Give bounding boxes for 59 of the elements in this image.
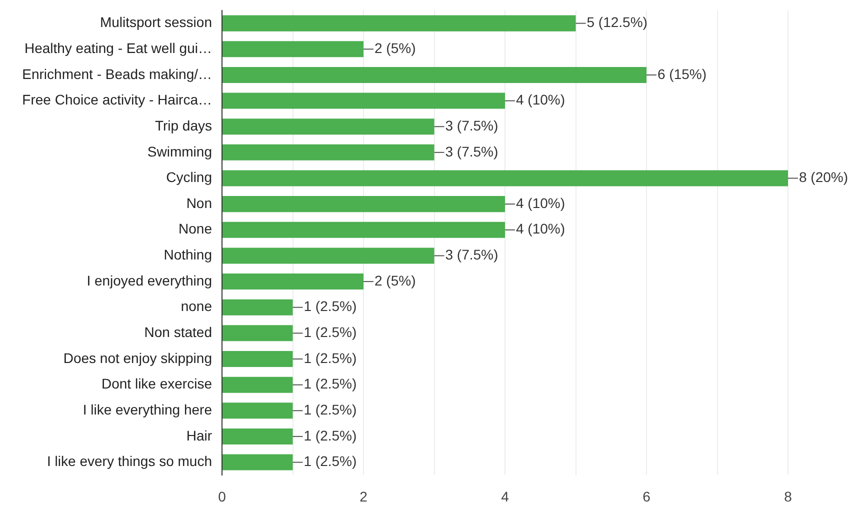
bar (222, 350, 293, 368)
data-label: 4 (10%) (516, 220, 566, 237)
y-tick-label: I enjoyed everything (86, 272, 212, 288)
bar (222, 274, 364, 290)
bar (222, 15, 576, 32)
y-tick-label: Mulitsport session (100, 14, 212, 30)
y-tick-label: Healthy eating - Eat well gui… (24, 40, 212, 56)
x-tick-label: 6 (642, 488, 651, 504)
bar (222, 196, 505, 212)
data-label: 5 (12.5%) (586, 14, 648, 30)
bar (222, 118, 434, 135)
y-tick-label: Trip days (154, 117, 212, 134)
bar (222, 92, 505, 109)
bar (222, 222, 505, 238)
bar (222, 248, 434, 264)
bar (222, 325, 293, 342)
x-tick-label: 4 (501, 488, 510, 504)
x-tick-label: 2 (360, 488, 368, 504)
data-label: 3 (7.5%) (445, 117, 498, 134)
data-label: 1 (2.5%) (304, 324, 357, 340)
x-tick-label: 8 (784, 488, 792, 504)
bar (222, 376, 293, 393)
data-label: 8 (20%) (799, 169, 848, 186)
data-label: 4 (10%) (516, 194, 566, 211)
data-label: 1 (2.5%) (304, 402, 357, 418)
bar (222, 41, 364, 58)
y-tick-label: Non (186, 194, 212, 211)
data-label: 1 (2.5%) (304, 298, 357, 314)
y-tick-label: Does not enjoy skipping (63, 350, 212, 366)
y-tick-label: I like everything here (82, 402, 212, 418)
bar (222, 454, 293, 470)
data-label: 4 (10%) (516, 92, 566, 108)
data-label: 1 (2.5%) (304, 350, 357, 366)
data-label: 6 (15%) (658, 66, 707, 82)
data-label: 1 (2.5%) (304, 453, 357, 470)
data-label: 2 (5%) (374, 40, 416, 56)
data-label: 3 (7.5%) (445, 246, 498, 263)
data-label: 2 (5%) (374, 272, 416, 288)
bar (222, 170, 788, 186)
bar (222, 299, 293, 316)
y-tick-label: none (180, 298, 212, 314)
bar (222, 402, 293, 419)
data-label: 1 (2.5%) (304, 427, 357, 444)
y-tick-label: Hair (186, 427, 212, 444)
y-tick-label: I like every things so much (47, 453, 212, 470)
x-tick-label: 0 (218, 488, 226, 504)
bar (222, 428, 293, 444)
bar (222, 66, 646, 83)
y-tick-label: Enrichment - Beads making/… (22, 66, 212, 82)
y-tick-label: None (178, 220, 212, 237)
y-tick-label: Nothing (164, 246, 212, 263)
data-label: 1 (2.5%) (304, 376, 357, 392)
y-tick-label: Free Choice activity - Hairca… (22, 92, 212, 108)
bar (222, 144, 434, 160)
y-tick-label: Non stated (144, 324, 212, 340)
y-tick-label: Swimming (147, 143, 212, 160)
y-tick-label: Dont like exercise (102, 376, 212, 392)
data-label: 3 (7.5%) (445, 143, 498, 160)
y-tick-label: Cycling (166, 169, 212, 186)
